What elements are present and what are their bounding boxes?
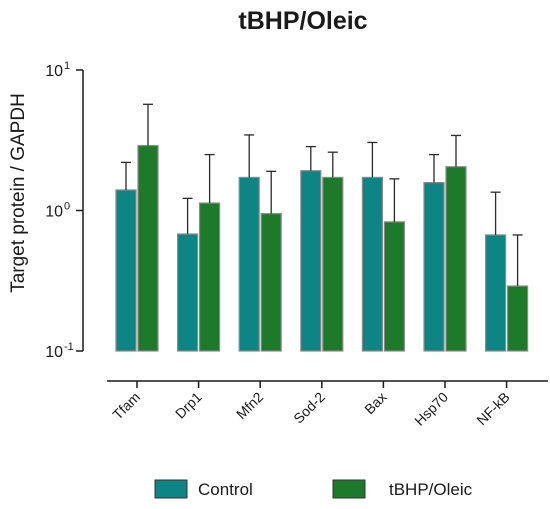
bar-control-tfam — [115, 189, 137, 352]
chart-title: tBHP/Oleic — [238, 7, 367, 35]
y-tick-label: 10 — [45, 63, 63, 80]
bar-treated-drp1 — [199, 202, 221, 352]
y-tick-label: 10 — [45, 344, 63, 361]
bar-control-sod-2 — [300, 170, 322, 352]
x-tick-label: NF-kB — [473, 389, 512, 428]
bar-treated-sod-2 — [322, 176, 344, 352]
legend-swatch — [154, 479, 188, 499]
x-tick-label: Drp1 — [172, 389, 205, 422]
bar-control-mfn2 — [238, 176, 260, 352]
y-tick-label: 10 — [45, 204, 63, 221]
x-tick-label: Mfn2 — [233, 389, 266, 422]
bar-control-hsp70 — [423, 181, 445, 352]
x-tick-label: Sod-2 — [290, 389, 328, 427]
y-axis-label: Target protein / GAPDH — [8, 93, 29, 293]
x-tick-label: Bax — [361, 389, 389, 417]
bar-treated-nf-kb — [507, 285, 529, 352]
y-tick-exponent: 1 — [64, 60, 70, 72]
y-tick-exponent: -1 — [64, 341, 74, 353]
x-tick-label: Hsp70 — [411, 389, 451, 429]
bar-treated-bax — [383, 221, 405, 352]
legend-label: Control — [198, 480, 253, 499]
bar-control-drp1 — [177, 233, 199, 352]
legend-label: tBHP/Oleic — [389, 480, 473, 499]
bar-treated-mfn2 — [260, 213, 282, 352]
y-tick-exponent: 0 — [64, 201, 70, 213]
x-tick-label: Tfam — [109, 389, 143, 423]
bar-control-nf-kb — [485, 234, 507, 352]
bar-treated-hsp70 — [445, 166, 467, 352]
legend: Control tBHP/Oleic — [154, 479, 473, 499]
bar-control-bax — [361, 176, 383, 352]
bar-treated-tfam — [137, 144, 159, 352]
legend-swatch — [332, 479, 366, 499]
